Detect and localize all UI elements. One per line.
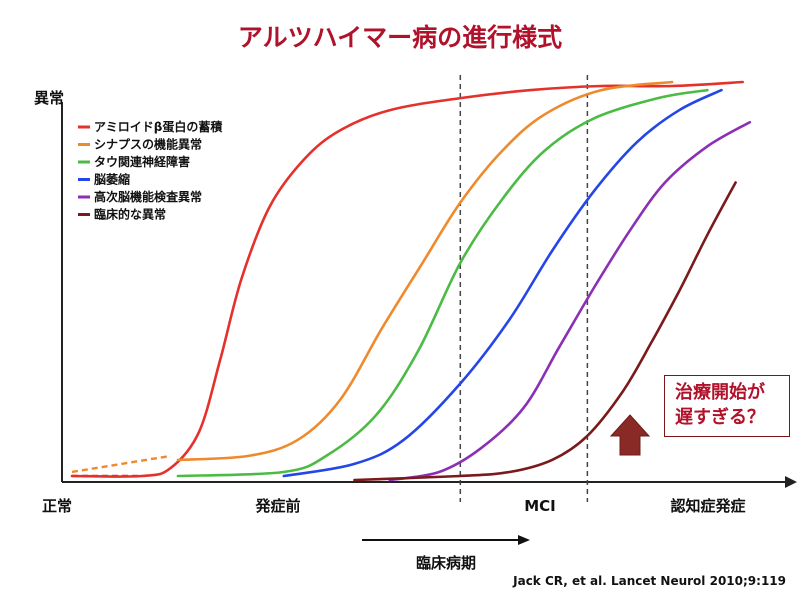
legend-label-5: 高次脳機能検査異常	[94, 189, 202, 204]
clinical-stage-arrowhead	[518, 535, 530, 545]
legend-label-2: シナプスの機能異常	[94, 137, 202, 152]
legend-label-4: 脳萎縮	[94, 172, 130, 187]
series-line-1	[70, 80, 744, 478]
x-axis-arrowhead	[785, 476, 797, 488]
series-line-6	[353, 181, 737, 482]
series-line-2	[176, 80, 674, 462]
legend-label-6: 臨床的な異常	[94, 207, 166, 222]
stage-label-presymptomatic: 発症前	[254, 497, 300, 515]
series-line-5	[388, 120, 752, 482]
treatment-timing-arrow	[609, 414, 651, 456]
stage-label-mci: MCI	[524, 497, 556, 515]
series-line-3	[176, 88, 709, 478]
citation: Jack CR, et al. Lancet Neurol 2010;9:119	[513, 574, 786, 588]
note-line-1: 治療開始が	[675, 382, 765, 403]
legend-label-1: アミロイドβ蛋白の蓄積	[94, 119, 223, 134]
y-label-abnormal: 異常	[34, 89, 64, 107]
series-dashed-extension-2	[71, 454, 172, 474]
x-label-normal: 正常	[42, 497, 72, 515]
chart-title: アルツハイマー病の進行様式	[237, 23, 563, 52]
treatment-note-box: 治療開始が 遅すぎる？	[664, 375, 790, 437]
series-line-4	[282, 88, 723, 478]
clinical-stage-label: 臨床病期	[416, 554, 476, 572]
stage-label-dementia: 認知症発症	[670, 497, 745, 515]
note-line-2: 遅すぎる？	[675, 407, 765, 428]
legend-label-3: タウ関連神経障害	[94, 154, 190, 169]
